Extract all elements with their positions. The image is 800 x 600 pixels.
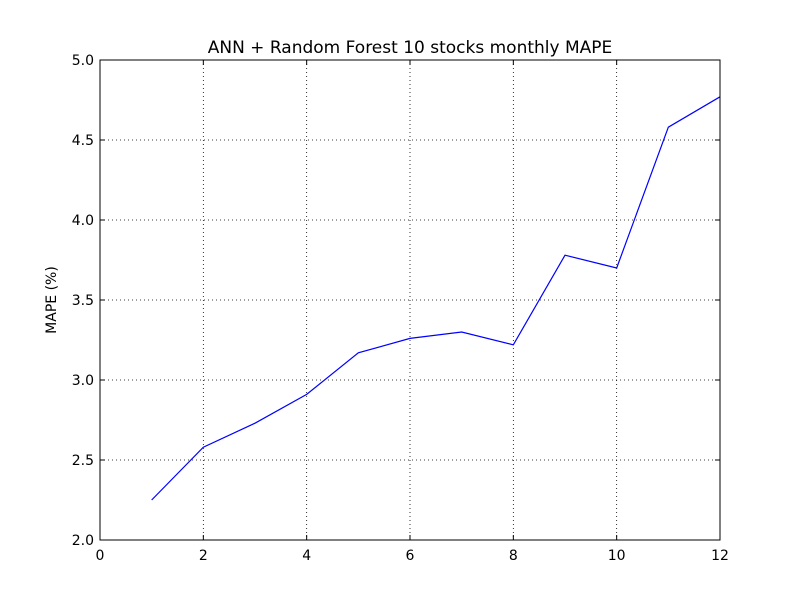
x-tick-label: 10 bbox=[608, 548, 626, 564]
y-tick-label: 5.0 bbox=[72, 53, 94, 69]
axis-ticks bbox=[99, 59, 721, 541]
y-axis-label: MAPE (%) bbox=[44, 266, 60, 334]
y-tick-label: 4.5 bbox=[72, 133, 94, 149]
y-tick-label: 3.5 bbox=[72, 293, 94, 309]
y-tick-label: 3.0 bbox=[72, 373, 94, 389]
series-layer bbox=[151, 96, 721, 501]
x-tick-label: 8 bbox=[509, 548, 518, 564]
x-tick-label: 4 bbox=[302, 548, 311, 564]
x-tick-label: 6 bbox=[406, 548, 415, 564]
series-line bbox=[151, 96, 721, 501]
x-tick-labels: 0 2 4 6 8 10 12 bbox=[96, 548, 729, 564]
grid-lines bbox=[100, 60, 720, 540]
y-tick-label: 4.0 bbox=[72, 213, 94, 229]
x-tick-label: 0 bbox=[96, 548, 105, 564]
y-tick-labels: 2.0 2.5 3.0 3.5 4.0 4.5 5.0 bbox=[72, 53, 94, 549]
y-tick-label: 2.5 bbox=[72, 453, 94, 469]
y-tick-label: 2.0 bbox=[72, 533, 94, 549]
x-tick-label: 12 bbox=[711, 548, 729, 564]
x-tick-label: 2 bbox=[199, 548, 208, 564]
chart-title: ANN + Random Forest 10 stocks monthly MA… bbox=[208, 38, 613, 58]
